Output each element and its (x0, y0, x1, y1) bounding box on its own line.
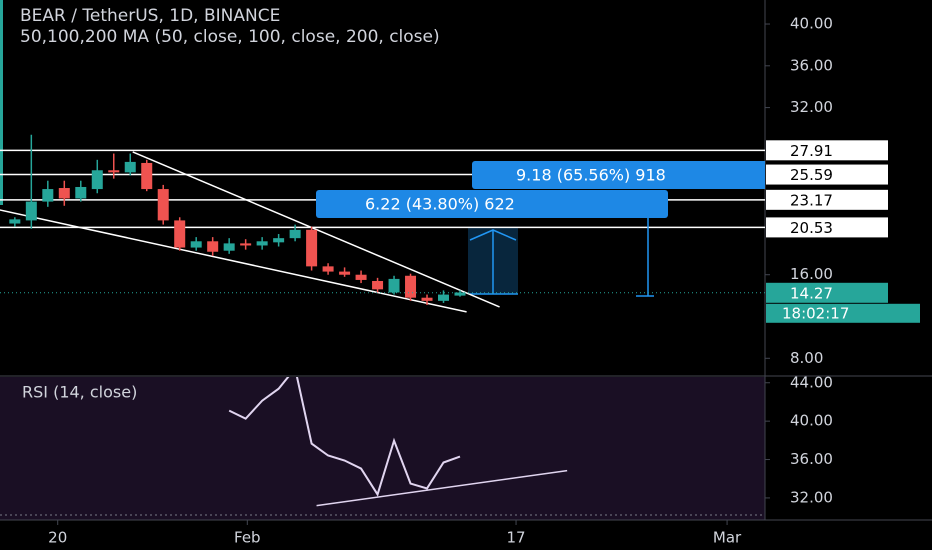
level-label-box (766, 217, 888, 238)
level-label: 25.59 (790, 166, 833, 184)
x-tick-label: 20 (48, 529, 67, 547)
y-tick-label: 8.00 (790, 349, 823, 367)
candle-body (25, 201, 37, 221)
y-tick-label: 36.00 (790, 56, 833, 74)
rsi-y-tick-label: 44.00 (790, 373, 833, 391)
countdown-label: 18:02:17 (782, 304, 849, 322)
candle-body (405, 275, 417, 298)
measure-label-box (472, 161, 765, 189)
measure-arrowhead (469, 229, 517, 241)
candle-body (421, 297, 433, 301)
candle-body (339, 271, 351, 275)
candle-body (91, 170, 103, 190)
candle-body (438, 294, 450, 301)
candle-body (207, 241, 219, 252)
measure-label: 6.22 (43.80%) 622 (365, 195, 515, 214)
candle-body (141, 162, 153, 190)
candle-body (256, 241, 268, 246)
rsi-line (228, 377, 461, 497)
measure-label: 9.18 (65.56%) 918 (516, 166, 666, 185)
candle-body (190, 241, 202, 248)
rsi-trendline (316, 469, 568, 507)
y-tick-label: 40.00 (790, 15, 833, 33)
edge-bar (0, 0, 3, 205)
countdown-box (766, 303, 920, 323)
candle-body (322, 266, 334, 272)
level-label: 27.91 (790, 142, 833, 160)
axes: 40.00 36.00 32.00 16.00 8.00 44.00 40.00 36.00 3… (48, 15, 920, 547)
measure-label-box (316, 190, 668, 218)
y-tick-label: 32.00 (790, 98, 833, 116)
candle-body (355, 274, 367, 280)
candle-body (454, 292, 466, 296)
rsi-y-tick-label: 36.00 (790, 450, 833, 468)
candle-body (157, 189, 169, 221)
chart-subtitle: 50,100,200 MA (50, close, 100, close, 20… (20, 27, 440, 47)
candle-body (372, 280, 384, 290)
candle-body (388, 278, 400, 293)
trendline (132, 151, 500, 308)
level-label-box (766, 189, 888, 210)
candle-body (42, 189, 54, 202)
candle-body (108, 170, 120, 173)
candle-body (9, 219, 21, 224)
trendline (0, 209, 467, 313)
candle-body (75, 186, 87, 199)
candle-body (289, 229, 301, 239)
chart-title: BEAR / TetherUS, 1D, BINANCE (20, 6, 280, 26)
candle-body (174, 220, 186, 248)
candle-body (223, 243, 235, 251)
x-tick-label: Mar (713, 529, 742, 547)
level-label: 20.53 (790, 219, 833, 237)
x-tick-label: 17 (506, 529, 525, 547)
last-price-box (766, 282, 888, 303)
candle-body (124, 161, 136, 173)
level-label-box (766, 164, 888, 185)
last-price-label: 14.27 (790, 284, 833, 302)
rsi-title: RSI (14, close) (22, 383, 137, 402)
level-label-box (766, 140, 888, 161)
level-label: 23.17 (790, 191, 833, 209)
rsi-plot (0, 377, 765, 516)
candle-body (273, 238, 285, 243)
rsi-y-tick-label: 32.00 (790, 488, 833, 506)
candle-body (240, 243, 252, 246)
x-tick-label: Feb (234, 529, 261, 547)
y-tick-label: 16.00 (790, 265, 833, 283)
candle-body (58, 188, 70, 199)
rsi-y-tick-label: 40.00 (790, 412, 833, 430)
candle-body (306, 229, 318, 267)
